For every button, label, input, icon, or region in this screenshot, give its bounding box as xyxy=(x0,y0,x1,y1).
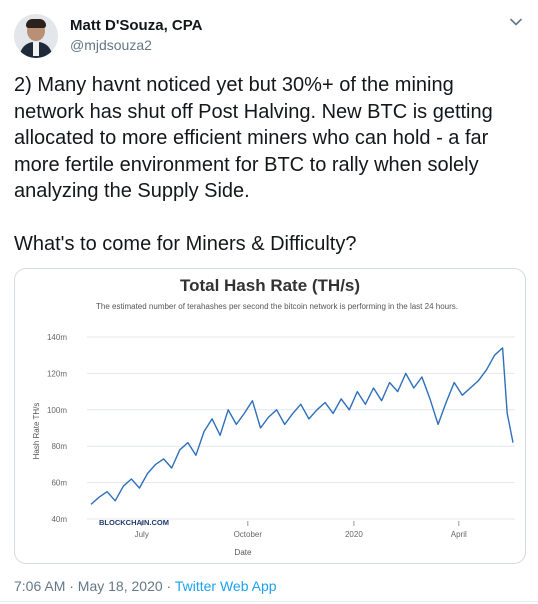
media-card[interactable]: Total Hash Rate (TH/s) The estimated num… xyxy=(14,268,526,564)
divider xyxy=(0,601,538,602)
chart-y-tick-label: 40m xyxy=(51,515,67,524)
chart-watermark: BLOCKCHAIN.COM xyxy=(99,518,169,527)
chart-x-tick-label: July xyxy=(135,530,149,539)
chart-title: Total Hash Rate (TH/s) xyxy=(180,276,360,295)
tweet-meta: 7:06 AM · May 18, 2020 · Twitter Web App xyxy=(14,578,277,594)
avatar-shirt-shape xyxy=(33,42,39,56)
chart-y-tick-label: 60m xyxy=(51,479,67,488)
avatar-hair-shape xyxy=(26,19,46,28)
user-handle[interactable]: @mjdsouza2 xyxy=(70,37,152,53)
chart-subtitle: The estimated number of terahashes per s… xyxy=(96,302,458,311)
chart-y-axis-label: Hash Rate TH/s xyxy=(32,403,41,460)
chart-y-tick-label: 140m xyxy=(47,333,67,342)
hash-rate-chart: Total Hash Rate (TH/s) The estimated num… xyxy=(32,276,515,557)
chart-y-tick-label: 120m xyxy=(47,369,67,378)
chart-series-line xyxy=(90,347,514,505)
tweet-source-link[interactable]: Twitter Web App xyxy=(174,578,277,594)
chart-y-tick-label: 80m xyxy=(51,442,67,451)
chart-x-tick-label: 2020 xyxy=(345,530,363,539)
tweet-timestamp[interactable]: 7:06 AM · May 18, 2020 xyxy=(14,578,163,594)
chart-x-tick-label: April xyxy=(451,530,467,539)
meta-separator: · xyxy=(162,578,175,594)
avatar[interactable] xyxy=(14,14,58,58)
chart-x-tick-label: October xyxy=(234,530,263,539)
user-name[interactable]: Matt D'Souza, CPA xyxy=(70,17,203,34)
chart-x-axis-label: Date xyxy=(235,548,252,557)
chart-y-tick-label: 100m xyxy=(47,406,67,415)
chevron-down-icon[interactable] xyxy=(508,14,524,30)
tweet-text: 2) Many havnt noticed yet but 30%+ of th… xyxy=(14,74,493,255)
